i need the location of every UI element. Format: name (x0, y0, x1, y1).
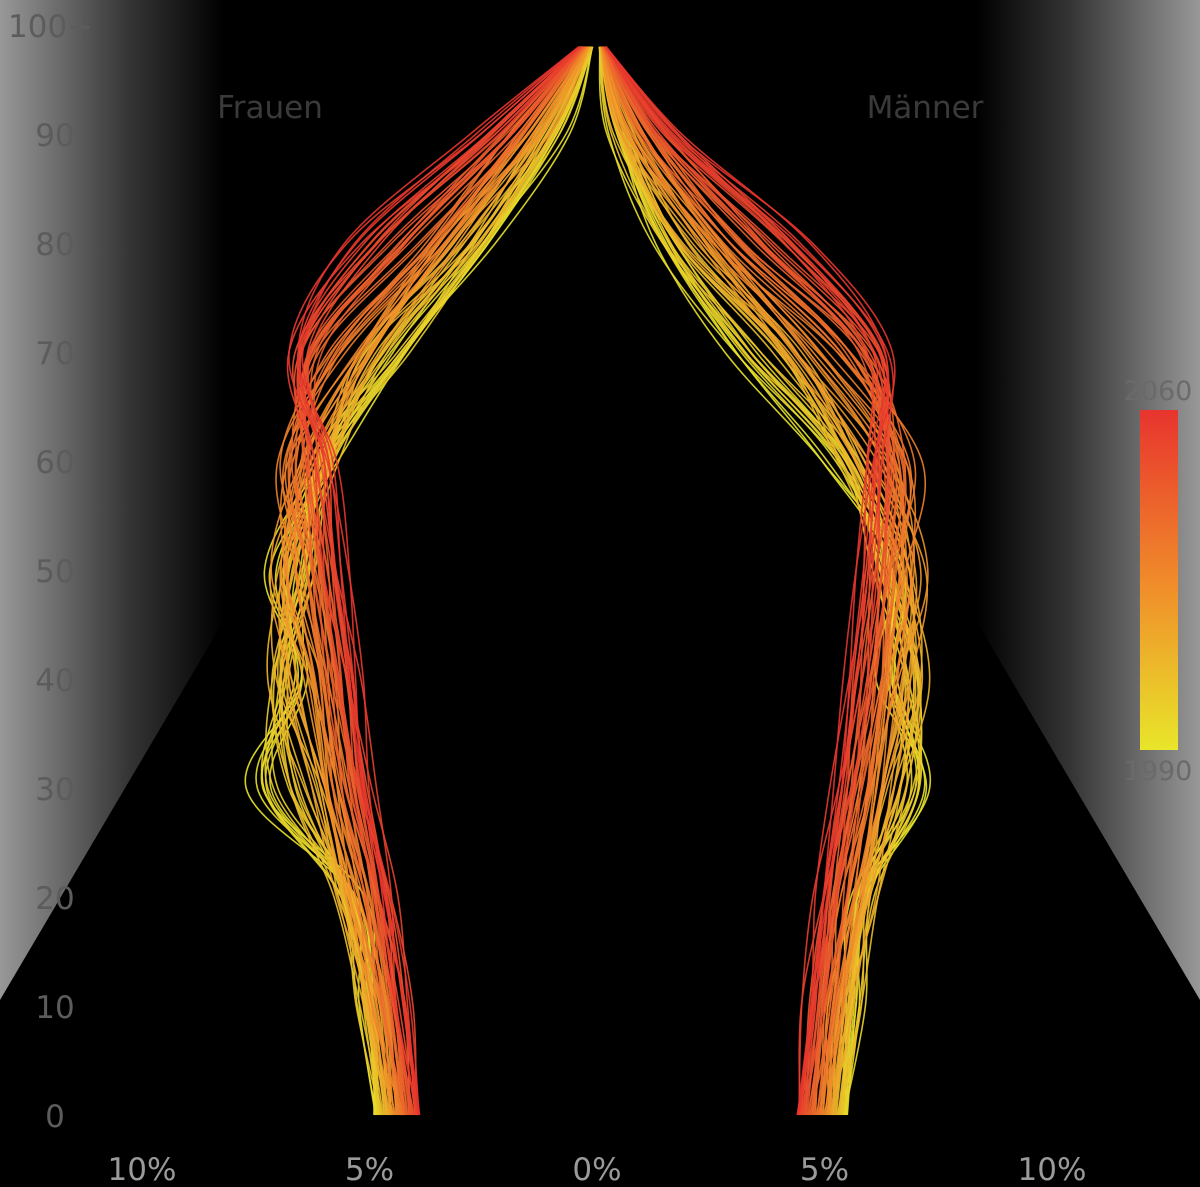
y-tick-label: 10 (35, 990, 74, 1026)
label-frauen: Frauen (217, 90, 323, 126)
line-maenner-2051 (604, 46, 890, 1116)
line-maenner-2013 (600, 46, 907, 1116)
x-tick-label: 10% (108, 1152, 177, 1187)
legend-min-label: 1990 (1124, 756, 1193, 787)
y-axis-labels: 0 10 20 30 40 50 60 70 80 90 100+ (8, 9, 93, 1135)
y-tick-label: 30 (35, 772, 74, 808)
line-frauen-2019 (270, 46, 589, 1116)
line-maenner-2035 (602, 46, 903, 1116)
x-tick-label: 0% (572, 1152, 621, 1187)
x-tick-label: 10% (1018, 1152, 1087, 1187)
x-tick-label: 5% (345, 1152, 394, 1187)
line-maenner-2056 (605, 46, 884, 1116)
y-tick-label: 20 (35, 881, 74, 917)
line-frauen-2060 (297, 46, 580, 1116)
y-tick-label: 100+ (8, 9, 93, 45)
line-maenner-2050 (604, 46, 889, 1116)
x-axis-labels: 10% 5% 0% 5% 10% (108, 1152, 1087, 1187)
y-tick-label: 60 (35, 445, 74, 481)
y-tick-label: 0 (45, 1099, 65, 1135)
y-tick-label: 70 (35, 336, 74, 372)
line-maenner-2060 (605, 46, 896, 1116)
y-tick-label: 50 (35, 554, 74, 590)
line-frauen-2022 (286, 46, 589, 1116)
age-distribution-lines (244, 46, 932, 1116)
line-frauen-2006 (270, 46, 592, 1116)
line-frauen-2058 (288, 46, 580, 1116)
y-tick-label: 80 (35, 227, 74, 263)
line-frauen-2043 (313, 46, 584, 1116)
line-maenner-2047 (604, 46, 888, 1116)
line-frauen-2052 (307, 46, 582, 1116)
line-frauen-2054 (296, 46, 581, 1116)
line-maenner-2058 (605, 46, 895, 1116)
line-frauen-2024 (285, 46, 588, 1116)
label-maenner: Männer (867, 90, 984, 126)
color-legend: 2060 1990 (1124, 376, 1193, 787)
legend-gradient-bar (1140, 410, 1178, 750)
line-frauen-2045 (303, 46, 583, 1116)
y-tick-label: 40 (35, 663, 74, 699)
line-maenner-2023 (601, 46, 916, 1116)
line-frauen-2055 (296, 46, 581, 1116)
line-maenner-2057 (605, 46, 890, 1116)
line-maenner-2054 (604, 46, 875, 1116)
y-tick-label: 90 (35, 118, 74, 154)
x-tick-label: 5% (800, 1152, 849, 1187)
legend-max-label: 2060 (1124, 376, 1193, 407)
line-frauen-2037 (291, 46, 585, 1116)
line-frauen-2056 (286, 46, 581, 1116)
line-frauen-2059 (301, 46, 580, 1116)
